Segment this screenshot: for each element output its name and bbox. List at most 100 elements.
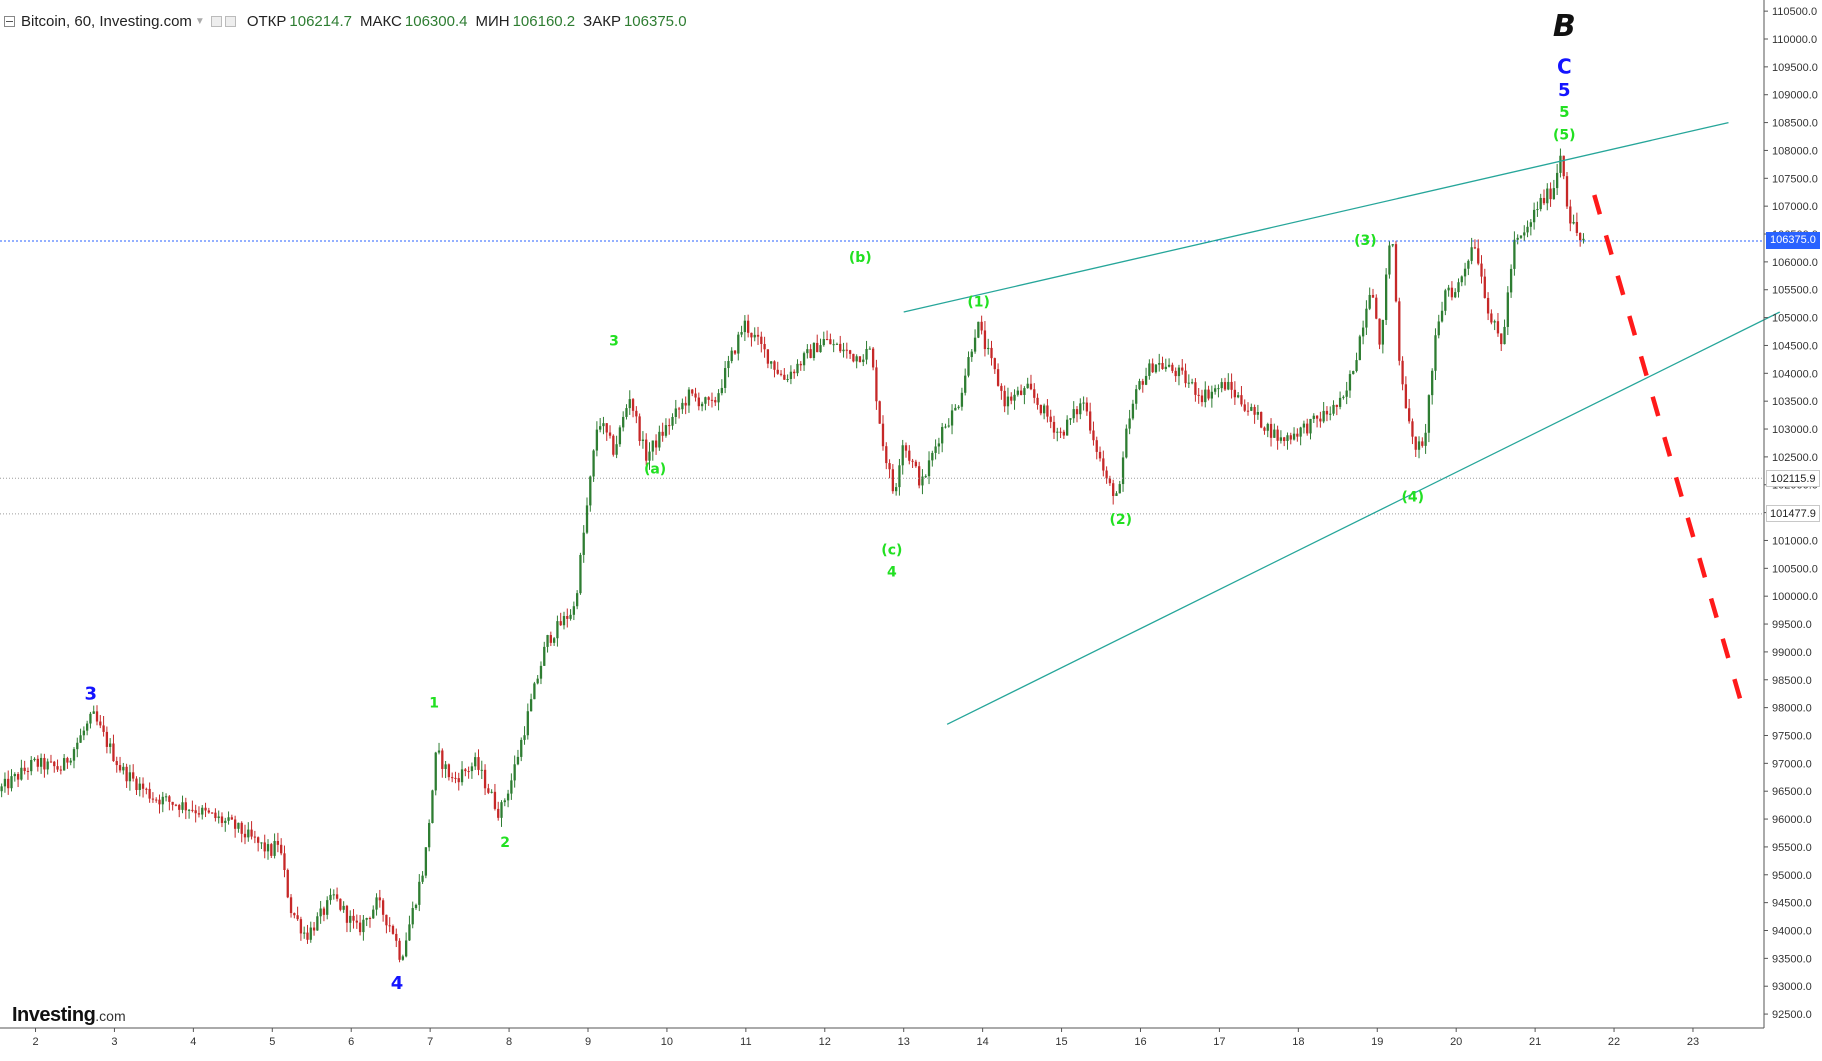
candle-body — [178, 805, 181, 810]
candles-layer — [0, 148, 1585, 963]
candle-body — [89, 713, 92, 724]
candle-body — [56, 766, 59, 770]
close-value: 106375.0 — [623, 12, 687, 30]
candle-body — [82, 730, 86, 736]
candle-body — [911, 460, 914, 462]
candle-body — [174, 804, 178, 806]
y-tick-label: 103500.0 — [1772, 396, 1818, 408]
candle-body — [645, 439, 648, 461]
candle-body — [66, 758, 69, 763]
candle-body — [1296, 433, 1299, 437]
candle-body — [1125, 428, 1128, 458]
candle-body — [1148, 363, 1151, 376]
candle-body — [1006, 396, 1010, 407]
candle-body — [368, 918, 372, 920]
wedge-trendline — [903, 121, 1729, 313]
close-icon[interactable] — [224, 15, 236, 27]
candle-body — [447, 764, 451, 778]
y-tick-label: 96500.0 — [1772, 786, 1812, 798]
current-price-tag: 106375.0 — [1766, 232, 1820, 250]
candle-body — [1072, 409, 1075, 419]
candle-body — [1056, 431, 1059, 433]
candle-body — [1381, 319, 1385, 345]
candle-body — [753, 334, 756, 338]
candle-body — [1575, 221, 1579, 233]
candle-body — [868, 348, 871, 350]
candle-body — [977, 321, 980, 338]
collapse-icon[interactable] — [4, 15, 15, 27]
candle-body — [457, 778, 460, 783]
candle-body — [747, 320, 750, 333]
candle-body — [1375, 297, 1378, 319]
x-tick-label: 22 — [1608, 1036, 1620, 1048]
trendlines-layer — [903, 121, 1781, 725]
candle-body — [1181, 367, 1184, 371]
candle-body — [99, 721, 102, 726]
candle-body — [1299, 427, 1302, 437]
candle-body — [816, 342, 819, 353]
candle-body — [1306, 423, 1309, 434]
candle-body — [1371, 294, 1375, 298]
candle-body — [118, 765, 122, 771]
candle-body — [460, 769, 464, 783]
candle-body — [332, 894, 335, 896]
candle-body — [506, 793, 510, 801]
candle-body — [1194, 382, 1197, 395]
candle-body — [941, 426, 944, 444]
candle-body — [53, 761, 56, 767]
candle-body — [750, 332, 753, 338]
y-tick-label: 107500.0 — [1772, 173, 1818, 185]
candle-body — [987, 347, 990, 350]
candle-body — [1019, 390, 1023, 395]
candle-body — [852, 353, 855, 362]
chevron-down-icon[interactable]: ▼ — [194, 15, 205, 27]
candle-body — [1144, 375, 1148, 385]
settings-icon[interactable] — [210, 15, 222, 27]
candle-body — [263, 842, 266, 852]
y-tick-label: 104000.0 — [1772, 368, 1818, 380]
high-label: МАКС — [359, 12, 402, 30]
candle-body — [957, 406, 960, 408]
candle-body — [352, 915, 355, 921]
candle-body — [33, 758, 36, 761]
candle-body — [740, 332, 743, 335]
candle-body — [1559, 155, 1562, 173]
candle-body — [1421, 441, 1424, 446]
candle-body — [783, 374, 786, 380]
candle-body — [441, 750, 444, 769]
candle-body — [1542, 197, 1546, 204]
y-tick-label: 98500.0 — [1772, 675, 1812, 687]
candle-body — [408, 924, 411, 941]
candle-body — [582, 532, 585, 555]
candle-body — [510, 780, 513, 794]
candle-body — [622, 416, 625, 428]
candle-body — [395, 933, 398, 941]
candle-body — [789, 371, 793, 379]
candle-body — [23, 767, 26, 771]
candle-body — [1503, 326, 1506, 345]
candle-body — [404, 940, 408, 957]
level-price-tag: 102115.9 — [1766, 469, 1820, 487]
candle-body — [658, 431, 661, 448]
wave-label: 5 — [1558, 80, 1571, 101]
x-tick-label: 12 — [819, 1036, 831, 1048]
y-tick-label: 101000.0 — [1772, 535, 1818, 547]
candle-body — [533, 683, 536, 700]
y-tick-label: 104500.0 — [1772, 340, 1818, 352]
symbol-title[interactable]: Bitcoin, 60, Investing.com — [21, 12, 192, 30]
candle-body — [1158, 363, 1161, 365]
candle-body — [793, 371, 796, 374]
candle-body — [543, 646, 546, 666]
candle-body — [210, 812, 214, 814]
candle-body — [1523, 232, 1526, 236]
candle-body — [1342, 396, 1345, 398]
candle-body — [710, 399, 714, 401]
x-tick-label: 7 — [427, 1036, 433, 1048]
candle-body — [1069, 418, 1072, 420]
wave-label: 3 — [609, 333, 619, 349]
candle-body — [1417, 441, 1421, 450]
candle-body — [1312, 415, 1315, 419]
candle-body — [1569, 206, 1572, 224]
